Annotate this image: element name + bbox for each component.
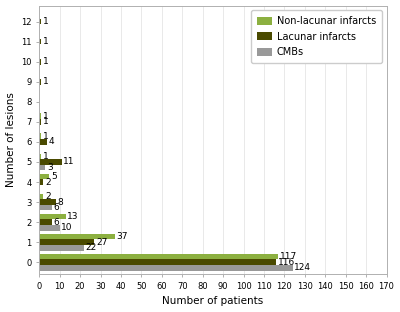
- Bar: [39, 214, 66, 219]
- Text: 4: 4: [49, 137, 55, 146]
- Text: 1: 1: [43, 57, 49, 66]
- Text: 8: 8: [57, 197, 63, 207]
- Bar: [39, 173, 50, 179]
- Text: 6: 6: [53, 203, 59, 212]
- Bar: [39, 199, 56, 205]
- Text: 13: 13: [68, 212, 79, 221]
- X-axis label: Number of patients: Number of patients: [162, 296, 264, 306]
- Bar: [39, 245, 84, 251]
- Bar: [39, 179, 43, 185]
- Bar: [39, 259, 276, 265]
- Bar: [39, 194, 43, 199]
- Bar: [39, 119, 41, 125]
- Text: 5: 5: [51, 172, 57, 181]
- Text: 1: 1: [43, 132, 49, 141]
- Bar: [39, 254, 278, 259]
- Text: 1: 1: [43, 77, 49, 86]
- Text: 22: 22: [86, 243, 97, 252]
- Bar: [39, 134, 41, 139]
- Text: 27: 27: [96, 238, 108, 247]
- Bar: [39, 59, 41, 65]
- Text: 6: 6: [53, 217, 59, 227]
- Text: 1: 1: [43, 37, 49, 46]
- Text: 2: 2: [45, 178, 50, 187]
- Text: 1: 1: [43, 17, 49, 26]
- Text: 37: 37: [116, 232, 128, 241]
- Bar: [39, 19, 41, 24]
- Y-axis label: Number of lesions: Number of lesions: [6, 92, 16, 187]
- Text: 1: 1: [43, 117, 49, 126]
- Text: 1: 1: [43, 112, 49, 121]
- Text: 1: 1: [43, 152, 49, 161]
- Text: 3: 3: [47, 163, 53, 172]
- Bar: [39, 205, 52, 211]
- Text: 11: 11: [63, 158, 75, 167]
- Bar: [39, 159, 62, 165]
- Text: 2: 2: [45, 192, 50, 201]
- Legend: Non-lacunar infarcts, Lacunar infarcts, CMBs: Non-lacunar infarcts, Lacunar infarcts, …: [251, 10, 382, 63]
- Bar: [39, 154, 41, 159]
- Bar: [39, 225, 60, 231]
- Text: 124: 124: [294, 263, 311, 272]
- Bar: [39, 234, 115, 239]
- Bar: [39, 114, 41, 119]
- Bar: [39, 139, 48, 145]
- Bar: [39, 239, 94, 245]
- Bar: [39, 265, 292, 271]
- Bar: [39, 219, 52, 225]
- Bar: [39, 39, 41, 44]
- Text: 117: 117: [280, 252, 297, 261]
- Bar: [39, 165, 45, 170]
- Text: 10: 10: [61, 223, 73, 232]
- Text: 116: 116: [278, 258, 295, 267]
- Bar: [39, 79, 41, 85]
